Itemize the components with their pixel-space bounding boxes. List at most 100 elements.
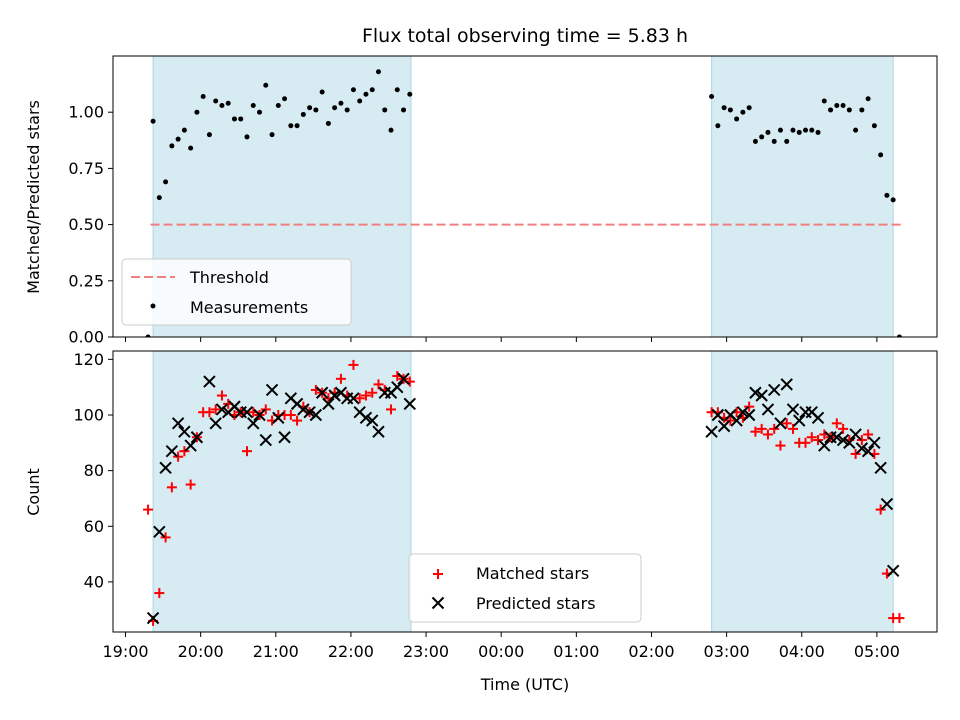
- predicted-point: [868, 436, 881, 450]
- matched-point: [813, 435, 824, 446]
- top-panel: 0.00 0.25 0.50 0.75 1.00 Threshold Measurement…: [68, 55, 938, 347]
- predicted-point: [705, 425, 718, 438]
- measurement-point: [815, 129, 821, 135]
- marker-stroke: [153, 525, 166, 539]
- measurement-point: [759, 134, 765, 140]
- matched-point: [769, 423, 780, 434]
- measurement-point: [213, 98, 219, 104]
- measurement-point: [206, 132, 212, 138]
- marker-stroke: [818, 439, 831, 452]
- predicted-point: [215, 403, 229, 416]
- measurement-point: [350, 87, 356, 93]
- matched-point: [806, 432, 817, 443]
- matched-point: [367, 387, 378, 398]
- plot-area: [143, 351, 905, 632]
- marker-stroke: [272, 411, 285, 424]
- predicted-point: [397, 372, 410, 386]
- measurement-point: [840, 102, 846, 108]
- measurement-point: [828, 107, 834, 113]
- predicted-point: [736, 406, 750, 419]
- chart-title: Flux total observing time = 5.83 h: [362, 25, 688, 47]
- y-tick-label: 0.75: [68, 159, 104, 178]
- measurement-point: [325, 120, 331, 126]
- measurement-point: [225, 100, 231, 106]
- predicted-point: [818, 439, 831, 452]
- measurement-point: [169, 143, 175, 149]
- predicted-point: [366, 414, 379, 427]
- marker-stroke: [328, 389, 341, 402]
- observing-window: [152, 351, 412, 632]
- x-tick-label: 01:00: [553, 642, 599, 661]
- predicted-point: [203, 375, 216, 388]
- matched-point: [335, 373, 346, 384]
- marker-stroke: [359, 411, 373, 424]
- top-y-axis-label: Matched/Predicted stars: [24, 100, 43, 294]
- x-tick-label: 03:00: [704, 642, 750, 661]
- measurement-point: [338, 100, 344, 106]
- marker-stroke: [767, 383, 781, 397]
- predicted-point: [880, 497, 894, 511]
- predicted-point: [272, 411, 285, 424]
- measurement-point: [307, 105, 313, 111]
- marker-stroke: [259, 433, 272, 447]
- legend-measurement-swatch: [150, 303, 156, 309]
- axes-frame: [112, 350, 938, 633]
- predicted-point: [793, 414, 806, 427]
- measurement-point: [721, 105, 727, 111]
- marker-stroke: [334, 386, 348, 399]
- marker-stroke: [868, 436, 881, 450]
- predicted-point: [247, 417, 260, 430]
- matched-point: [360, 390, 371, 401]
- matched-point: [179, 446, 190, 457]
- predicted-point: [303, 406, 316, 419]
- marker-stroke: [880, 497, 894, 511]
- predicted-point: [165, 444, 179, 458]
- matched-point: [354, 393, 365, 404]
- measurement-point: [765, 129, 771, 135]
- matched-point: [787, 423, 798, 434]
- marker-stroke: [284, 392, 298, 405]
- marker-stroke: [855, 442, 869, 455]
- predicted-point: [761, 403, 775, 416]
- bottom-panel: 40 60 80 100 120 19:00 20:00 21:00 22:00 23:00 00:…: [73, 350, 938, 661]
- predicted-point: [178, 425, 191, 438]
- legend: Matched stars Predicted stars: [408, 553, 642, 623]
- marker-stroke: [761, 403, 775, 416]
- predicted-point: [836, 433, 850, 447]
- bottom-y-axis-label: Count: [24, 468, 43, 516]
- measurement-point: [145, 334, 151, 337]
- matched-point: [831, 418, 842, 429]
- predicted-point: [209, 417, 222, 430]
- marker-stroke: [372, 425, 385, 438]
- measurement-point: [375, 69, 381, 75]
- matched-point: [260, 404, 271, 415]
- matched-point: [210, 404, 221, 415]
- predicted-point: [328, 389, 341, 402]
- predicted-point: [347, 392, 360, 405]
- predicted-point: [315, 386, 329, 399]
- measurement-point: [896, 334, 902, 337]
- marker-stroke: [843, 436, 856, 450]
- marker-stroke: [228, 400, 241, 413]
- y-tick-label: 40: [84, 572, 104, 591]
- marker-stroke: [861, 444, 875, 458]
- measurement-point: [181, 127, 187, 133]
- matched-point: [160, 532, 171, 543]
- measurement-point: [784, 138, 790, 144]
- x-tick-label: 05:00: [854, 642, 900, 661]
- measurement-point: [250, 102, 256, 108]
- measurement-point: [300, 111, 306, 117]
- x-tick-label: 20:00: [178, 642, 224, 661]
- measurement-point: [282, 96, 288, 102]
- measurement-point: [834, 102, 840, 108]
- marker-stroke: [165, 444, 179, 458]
- marker-stroke: [297, 403, 310, 416]
- predicted-point: [749, 386, 762, 399]
- measurement-point: [150, 118, 156, 124]
- measurement-point: [890, 197, 896, 203]
- measurement-point: [257, 109, 263, 115]
- predicted-point: [811, 411, 825, 424]
- axes-frame: [112, 55, 938, 338]
- marker-stroke: [240, 406, 254, 419]
- predicted-point: [717, 419, 731, 433]
